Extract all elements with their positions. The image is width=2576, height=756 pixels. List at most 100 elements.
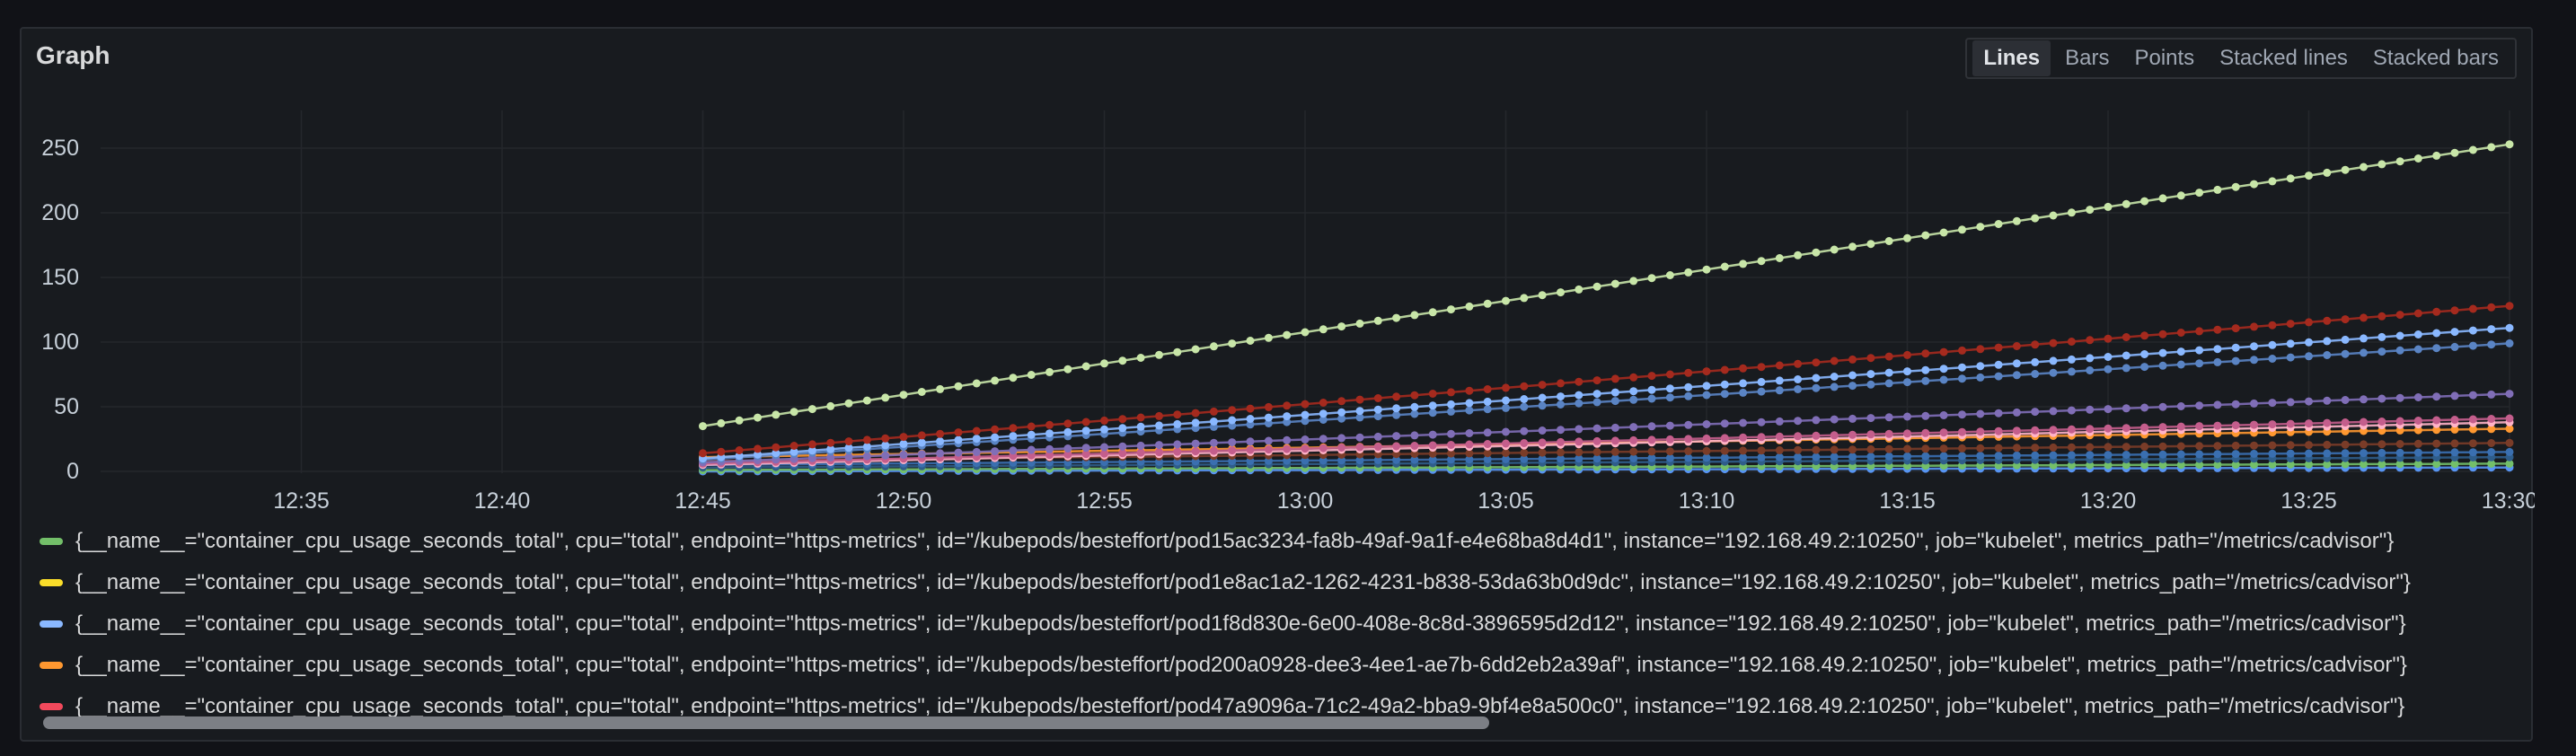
series-point [2104, 451, 2113, 460]
series-point [2158, 402, 2167, 411]
viz-option-lines[interactable]: Lines [1972, 40, 2051, 76]
series-point [1502, 403, 1510, 412]
legend-item[interactable]: {__name__="container_cpu_usage_seconds_t… [40, 521, 2515, 562]
series-point [1209, 418, 1218, 426]
series-point [2140, 350, 2149, 358]
series-point [1921, 452, 1930, 461]
series-point [2305, 352, 2313, 361]
series-point [1592, 282, 1601, 291]
series-point [2012, 451, 2021, 460]
series-point [1739, 418, 1748, 427]
series-point [1355, 456, 1364, 465]
series-point [936, 437, 945, 445]
legend-item[interactable]: {__name__="container_cpu_usage_seconds_t… [40, 603, 2515, 645]
series-point [2176, 442, 2185, 451]
series-point [1483, 405, 1492, 414]
series-point [1665, 393, 1674, 402]
series-point [1502, 427, 1510, 436]
series-point [1610, 423, 1619, 432]
series-point [972, 435, 981, 444]
series-point [1373, 455, 1382, 464]
series-point [1720, 446, 1729, 455]
series-point [972, 379, 981, 388]
series-point [1027, 371, 1036, 379]
series-point [1337, 434, 1346, 443]
series-point [1884, 413, 1893, 422]
series-point [991, 376, 1000, 385]
series-point [1994, 343, 2003, 352]
y-tick-label: 100 [41, 330, 79, 355]
series-point [2268, 399, 2277, 408]
series-point [1301, 444, 1310, 453]
series-point [1812, 383, 1821, 392]
series-point [1647, 385, 1656, 394]
series-point [2341, 449, 2350, 458]
y-tick-label: 50 [54, 394, 79, 419]
series-point [2140, 197, 2149, 206]
series-point [2360, 449, 2368, 458]
series-point [790, 442, 798, 450]
x-tick-label: 12:55 [1076, 488, 1133, 514]
series-point [1337, 322, 1346, 331]
series-point [1958, 427, 1966, 436]
series-point [2158, 450, 2167, 459]
series-point [1866, 414, 1875, 423]
series-point [2360, 418, 2368, 426]
series-point [772, 443, 781, 452]
series-point [1994, 426, 2003, 435]
series-point [2487, 143, 2496, 152]
series-point [1045, 367, 1054, 376]
viz-option-stacked-lines[interactable]: Stacked lines [2219, 46, 2348, 70]
viz-option-bars[interactable]: Bars [2065, 46, 2110, 70]
series-point [1173, 347, 1182, 356]
legend-scrollbar[interactable] [40, 716, 2515, 731]
series-point [1337, 444, 1346, 452]
series-point [2505, 414, 2514, 423]
series-point [1848, 242, 1857, 251]
x-tick-label: 13:10 [1679, 488, 1735, 514]
series-point [1155, 441, 1163, 450]
series-point [1702, 265, 1711, 274]
series-point [2012, 359, 2021, 368]
series-point [1794, 375, 1803, 383]
series-point [1502, 296, 1510, 305]
series-point [2505, 323, 2514, 332]
series-point [2195, 401, 2204, 410]
series-point [1647, 372, 1656, 381]
scrollbar-thumb[interactable] [43, 716, 1489, 729]
series-point [1081, 418, 1090, 426]
series-point [2395, 331, 2404, 340]
series-line [702, 421, 2510, 467]
series-point [2505, 459, 2514, 468]
series-point [2031, 214, 2040, 223]
series-point [2323, 168, 2332, 177]
series-point [1483, 449, 1492, 458]
series-point [2432, 307, 2441, 316]
series-point [2450, 306, 2459, 315]
series-point [1830, 453, 1839, 462]
legend-item[interactable]: {__name__="container_cpu_usage_seconds_t… [40, 686, 2515, 727]
series-point [1520, 426, 1529, 435]
legend-item[interactable]: {__name__="container_cpu_usage_seconds_t… [40, 562, 2515, 603]
series-point [2360, 163, 2368, 171]
series-point [1118, 442, 1127, 451]
series-point [1355, 319, 1364, 328]
series-point [1921, 444, 1930, 453]
legend-item[interactable]: {__name__="container_cpu_usage_seconds_t… [40, 645, 2515, 686]
series-point [1958, 444, 1966, 453]
series-point [2268, 177, 2277, 186]
series-point [1884, 368, 1893, 377]
series-point [2305, 419, 2313, 428]
viz-option-stacked-bars[interactable]: Stacked bars [2372, 46, 2499, 70]
series-point [1866, 430, 1875, 439]
line-chart[interactable]: 0 50 100 150 200 250 12:35 12:40 12:45 12:50 12:55… [22, 29, 2535, 514]
series-point [1319, 409, 1328, 418]
series-point [1228, 406, 1237, 415]
series-point [1465, 406, 1474, 415]
series-point [1538, 438, 1547, 447]
series-point [1136, 354, 1145, 362]
series-point [2049, 443, 2058, 452]
series-point [1538, 448, 1547, 457]
viz-option-points[interactable]: Points [2134, 46, 2195, 70]
series-point [1903, 452, 1911, 461]
